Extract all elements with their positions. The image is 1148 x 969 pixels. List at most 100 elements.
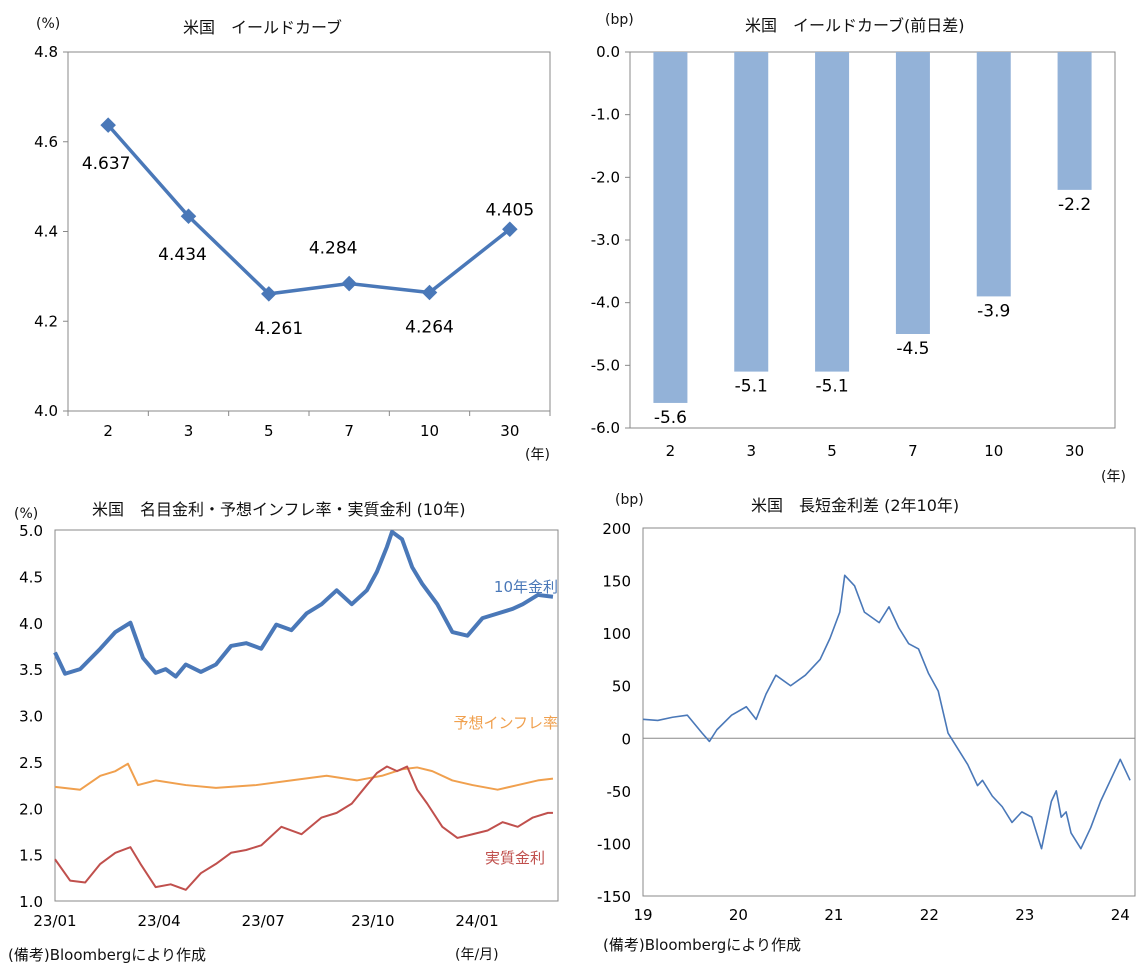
x-tick-label: 23 [1015, 906, 1034, 924]
y-tick-label: 50 [612, 678, 631, 696]
x-tick-label: 20 [729, 906, 748, 924]
x-tick-label: 24/01 [455, 912, 498, 930]
y-tick-label: 4.4 [34, 223, 58, 241]
data-marker [502, 221, 518, 238]
x-tick-label: 3 [746, 442, 756, 460]
yield-change-chart: 0.0 -1.0 -2.0 -3.0 -4.0 -5.0 -6.0 2 3 5 7 10 30 -5.6 -… [591, 43, 1116, 460]
x-tick-label: 10 [984, 442, 1003, 460]
chart1-xlabel: (年) [525, 447, 550, 463]
y-tick-label: 0.0 [596, 43, 620, 61]
spread-panel: (bp) 米国 長短金利差 (2年10年) 200 150 100 50 0 -50 -10… [565, 488, 1148, 969]
y-tick-label: -3.0 [591, 231, 620, 249]
x-tick-label: 5 [264, 422, 274, 440]
data-label: -4.5 [896, 339, 929, 359]
chart3-title: 米国 名目金利・予想インフレ率・実質金利 (10年) [92, 500, 466, 519]
chart2-ylabel: (bp) [605, 12, 634, 28]
series-line [54, 765, 553, 891]
data-label: 4.284 [309, 239, 358, 259]
x-tick-label: 21 [824, 906, 843, 924]
y-tick-label: 4.8 [34, 43, 58, 61]
yield-curve-chart: 4.0 4.2 4.4 4.6 4.8 2 3 5 7 10 30 4.637 4.434 4.261 4.… [34, 43, 551, 440]
series-line [54, 762, 554, 791]
y-tick-label: -50 [607, 783, 632, 801]
x-tick-label: 2 [666, 442, 676, 460]
data-label: -5.6 [654, 408, 687, 428]
y-tick-label: 1.5 [19, 847, 43, 865]
data-label: 4.637 [82, 154, 131, 174]
y-tick-label: 4.5 [19, 568, 43, 586]
x-tick-label: 22 [920, 906, 939, 924]
spread-line [642, 574, 1131, 850]
y-tick-label: 1.0 [19, 893, 43, 911]
rates-chart: 1.0 1.5 2.0 2.5 3.0 3.5 4.0 4.5 5.0 23/01 23/04 23/… [19, 522, 559, 930]
yield-change-panel: (bp) 米国 イールドカーブ(前日差) 0.0 -1.0 -2.0 -3.0 -4.0… [565, 0, 1148, 490]
chart4-ylabel: (bp) [615, 492, 644, 508]
data-label: -5.1 [815, 377, 848, 397]
y-tick-label: 100 [602, 625, 631, 643]
y-tick-label: -5.0 [591, 356, 620, 374]
bar [1057, 52, 1092, 190]
bar [815, 52, 850, 372]
x-tick-label: 2 [103, 422, 113, 440]
chart3-note: (備考)Bloombergにより作成 [8, 946, 207, 964]
yield-curve-line [106, 123, 511, 296]
y-tick-label: 4.6 [34, 133, 58, 151]
x-tick-label: 23/04 [138, 912, 181, 930]
series-label: 実質金利 [485, 849, 545, 867]
x-tick-label: 23/01 [33, 912, 76, 930]
yield-curve-panel: (%) 米国 イールドカーブ 4.0 4.2 4.4 4.6 4.8 2 3 5 7 10 30 4.… [0, 0, 560, 470]
data-label: 4.264 [405, 318, 454, 338]
y-tick-label: 150 [602, 573, 631, 591]
plot-area [642, 527, 1136, 897]
chart3-xlabel: (年/月) [455, 947, 499, 963]
chart2-xlabel: (年) [1101, 469, 1126, 485]
bar [653, 52, 688, 403]
y-tick-label: -4.0 [591, 294, 620, 312]
bar [895, 52, 930, 334]
y-tick-label: 3.5 [19, 661, 43, 679]
data-label: 4.261 [254, 319, 303, 339]
chart1-ylabel: (%) [36, 16, 61, 32]
x-tick-label: 23/07 [242, 912, 285, 930]
data-label: -5.1 [735, 377, 768, 397]
plot-area [67, 51, 551, 412]
y-tick-label: -6.0 [591, 419, 620, 437]
x-tick-label: 30 [500, 422, 519, 440]
bar [976, 52, 1011, 297]
chart4-note: (備考)Bloombergにより作成 [603, 936, 802, 954]
y-tick-label: 0 [621, 730, 631, 748]
x-tick-label: 30 [1065, 442, 1084, 460]
y-tick-label: 3.0 [19, 708, 43, 726]
series-line [53, 529, 554, 679]
plot-area [54, 529, 559, 902]
y-tick-label: 4.0 [34, 402, 58, 420]
chart3-ylabel: (%) [14, 506, 39, 522]
x-tick-label: 7 [344, 422, 354, 440]
x-tick-label: 5 [827, 442, 837, 460]
chart1-title: 米国 イールドカーブ [183, 18, 343, 37]
chart4-title: 米国 長短金利差 (2年10年) [751, 496, 960, 515]
x-tick-label: 3 [184, 422, 194, 440]
plot-area [629, 51, 1116, 429]
x-tick-label: 23/10 [351, 912, 394, 930]
y-tick-label: 2.0 [19, 800, 43, 818]
y-tick-label: 2.5 [19, 754, 43, 772]
x-tick-label: 19 [633, 906, 652, 924]
y-tick-label: -2.0 [591, 168, 620, 186]
data-marker [341, 275, 357, 292]
x-tick-label: 10 [420, 422, 439, 440]
bar [734, 52, 769, 372]
x-tick-label: 7 [908, 442, 918, 460]
data-label: -3.9 [977, 301, 1010, 321]
data-label: 4.405 [485, 200, 534, 220]
y-tick-label: -100 [597, 835, 631, 853]
chart2-title: 米国 イールドカーブ(前日差) [745, 16, 965, 35]
data-marker [180, 208, 197, 225]
data-label: -2.2 [1058, 195, 1091, 215]
y-tick-label: 4.0 [19, 615, 43, 633]
y-tick-label: -150 [597, 888, 631, 906]
y-tick-label: 4.2 [34, 312, 58, 330]
x-tick-label: 24 [1111, 906, 1130, 924]
y-tick-label: -1.0 [591, 106, 620, 124]
rates-panel: 米国 名目金利・予想インフレ率・実質金利 (10年) (%) 1.0 1.5 2.0… [0, 488, 565, 969]
